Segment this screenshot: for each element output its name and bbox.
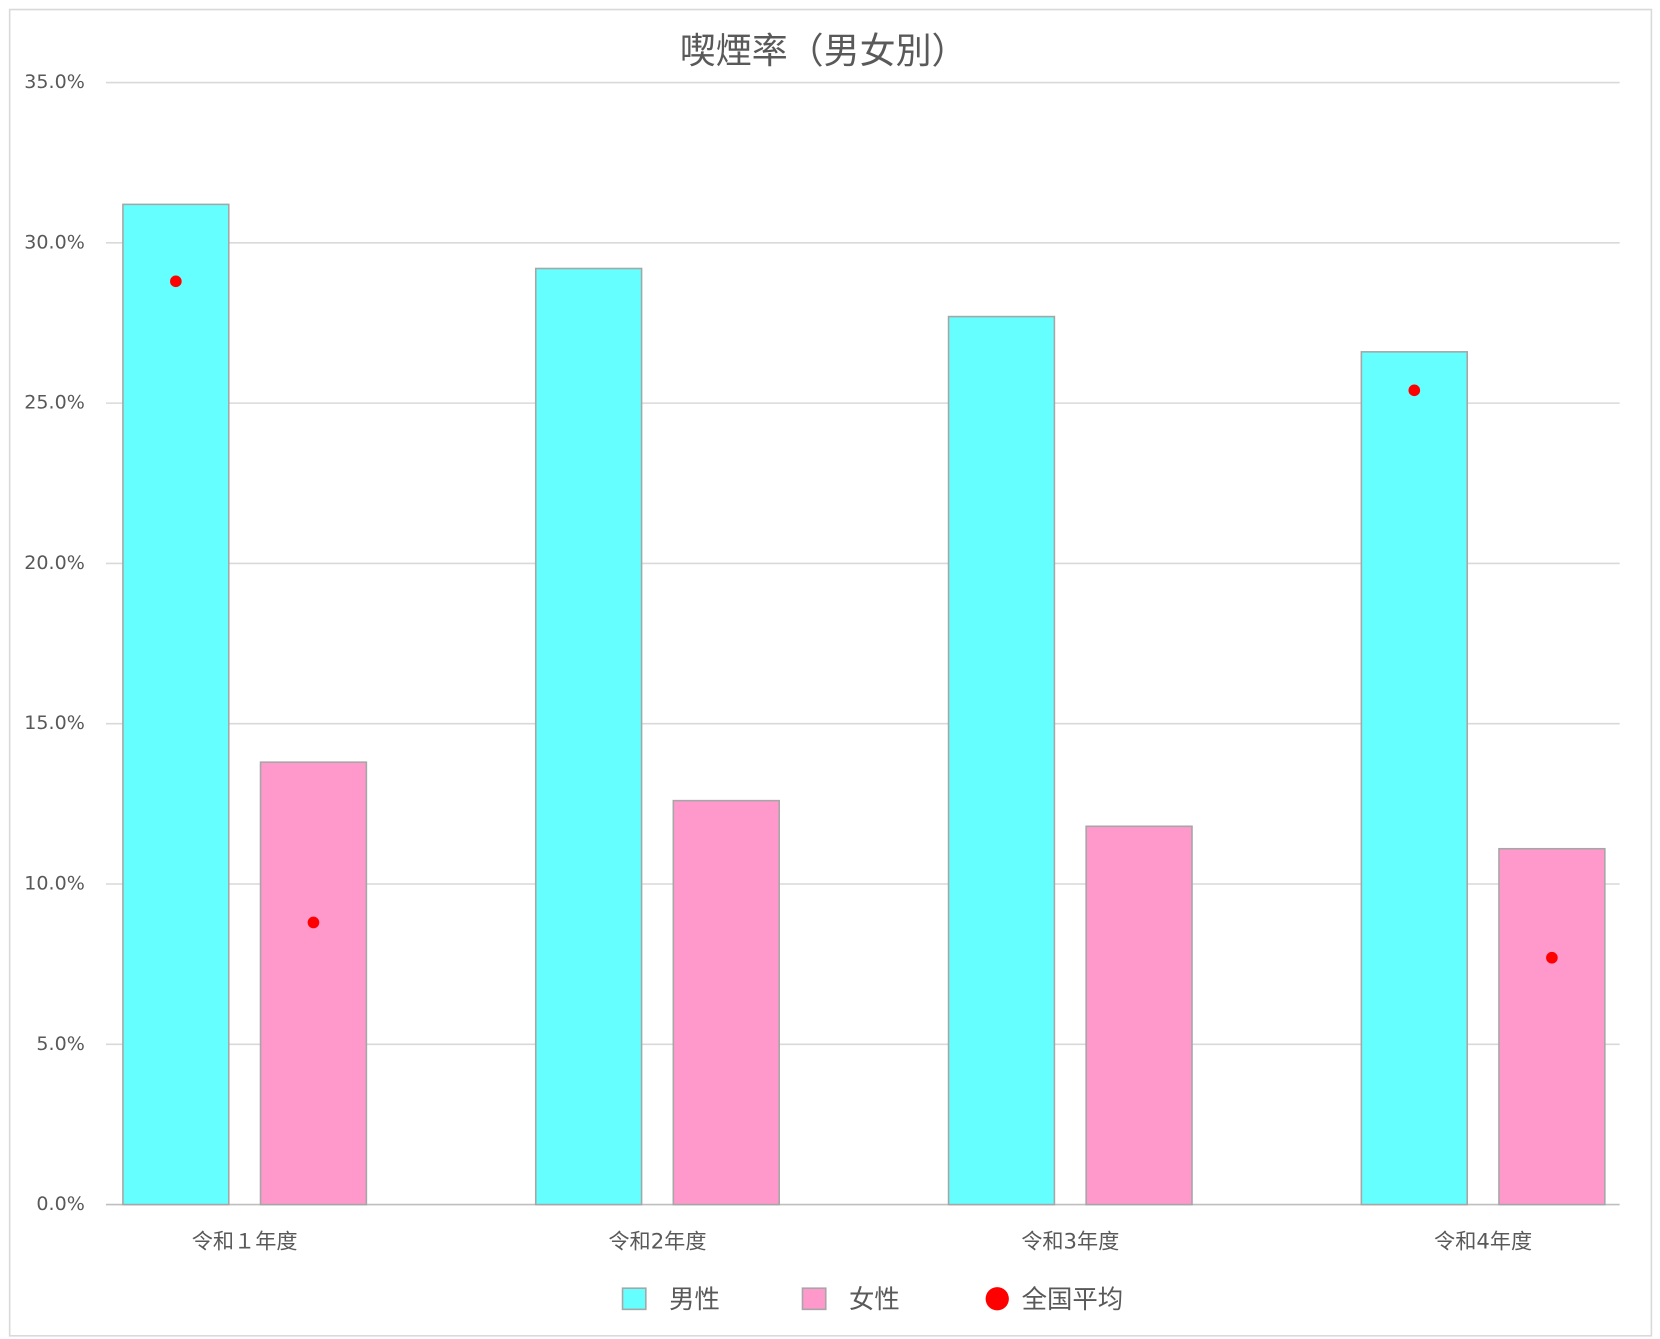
legend-swatch — [621, 1287, 647, 1311]
bar — [1360, 351, 1469, 1206]
x-tick-label: 令和１年度 — [192, 1229, 298, 1254]
y-tick-label: 10.0% — [24, 872, 85, 894]
y-tick-label: 0.0% — [36, 1193, 84, 1215]
bar — [672, 799, 780, 1206]
legend-marker — [985, 1287, 1009, 1311]
bar — [122, 203, 230, 1206]
average-dot — [1408, 384, 1421, 397]
legend-label: 全国平均 — [1022, 1284, 1124, 1314]
average-dot — [307, 916, 320, 929]
bar — [1498, 847, 1606, 1206]
legend-label: 男性 — [669, 1284, 720, 1314]
average-dot — [1546, 951, 1558, 964]
x-tick-label: 令和3年度 — [1021, 1229, 1119, 1254]
legend-swatch — [801, 1287, 827, 1311]
y-tick-label: 30.0% — [24, 231, 85, 253]
y-tick-label: 35.0% — [24, 71, 85, 93]
x-tick-label: 令和2年度 — [608, 1229, 706, 1254]
bar — [1085, 825, 1193, 1206]
legend-label: 女性 — [849, 1284, 900, 1314]
y-tick-label: 20.0% — [24, 552, 85, 574]
bar — [259, 761, 368, 1206]
y-tick-label: 25.0% — [24, 392, 85, 414]
y-tick-label: 5.0% — [36, 1033, 84, 1055]
bar — [947, 315, 1056, 1206]
bar — [534, 267, 643, 1206]
x-tick-label: 令和4年度 — [1434, 1229, 1532, 1254]
average-dot — [170, 275, 182, 288]
chart-title: 喫煙率（男女別） — [680, 31, 968, 72]
y-tick-label: 15.0% — [24, 712, 85, 734]
